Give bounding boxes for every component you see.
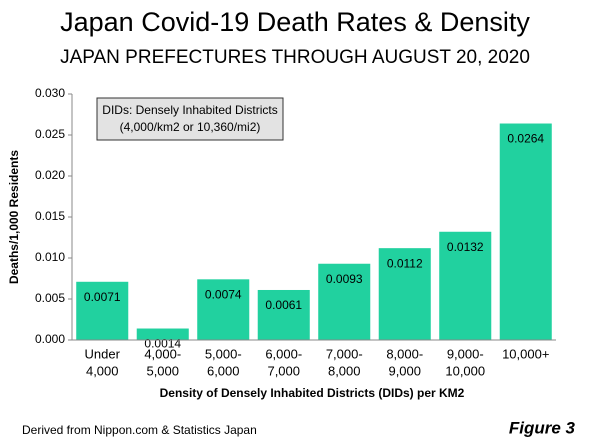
data-label: 0.0264 <box>507 132 544 146</box>
x-tick-label: 7,000 <box>267 363 300 378</box>
annotation: DIDs: Densely Inhabited Districts <box>102 103 277 117</box>
x-tick-label: 5,000 <box>146 363 179 378</box>
chart-subtitle: JAPAN PREFECTURES THROUGH AUGUST 20, 202… <box>60 47 530 68</box>
x-tick-label: 6,000 <box>207 363 240 378</box>
y-tick-label: 0.015 <box>35 209 65 223</box>
data-label: 0.0112 <box>387 256 423 270</box>
bar <box>76 281 129 340</box>
bar <box>136 328 189 340</box>
data-label: 0.0132 <box>447 240 484 254</box>
bar <box>499 123 552 341</box>
chart-title: Japan Covid-19 Death Rates & Density <box>60 7 530 37</box>
figure-label: Figure 3 <box>509 418 576 437</box>
x-axis-label: Density of Densely Inhabited Districts (… <box>160 386 465 400</box>
data-label: 0.0014 <box>144 337 181 351</box>
x-tick-label: 10,000+ <box>502 346 549 361</box>
y-tick-label: 0.005 <box>35 291 65 305</box>
x-tick-label: 4,000 <box>86 363 119 378</box>
x-tick-label: 5,000- <box>205 346 242 361</box>
x-tick-label: 7,000- <box>326 346 363 361</box>
bar <box>439 231 492 340</box>
y-tick-label: 0.020 <box>35 168 65 182</box>
bar <box>378 248 431 340</box>
y-tick-label: 0.010 <box>35 250 65 264</box>
x-tick-label: 10,000 <box>445 363 485 378</box>
x-tick-label: 8,000 <box>328 363 361 378</box>
y-tick-label: 0.030 <box>35 86 65 100</box>
x-tick-label: 6,000- <box>265 346 302 361</box>
x-tick-label: 9,000 <box>388 363 421 378</box>
bar <box>318 263 371 340</box>
y-tick-label: 0.000 <box>35 332 65 346</box>
x-tick-label: 9,000- <box>447 346 484 361</box>
y-tick-label: 0.025 <box>35 127 65 141</box>
x-tick-label: Under <box>85 346 121 361</box>
annotation: (4,000/km2 or 10,360/mi2) <box>120 120 261 134</box>
y-axis-label: Deaths/1,000 Residents <box>7 150 21 284</box>
bar <box>257 289 310 340</box>
data-label: 0.0061 <box>265 298 302 312</box>
x-tick-label: 4,000- <box>144 346 181 361</box>
data-label: 0.0071 <box>84 290 121 304</box>
x-tick-label: 8,000- <box>386 346 423 361</box>
annotation-box <box>96 97 284 141</box>
source-note: Derived from Nippon.com & Statistics Jap… <box>22 423 257 437</box>
data-label: 0.0074 <box>205 287 242 301</box>
data-label: 0.0093 <box>326 272 363 286</box>
bar <box>197 279 250 340</box>
